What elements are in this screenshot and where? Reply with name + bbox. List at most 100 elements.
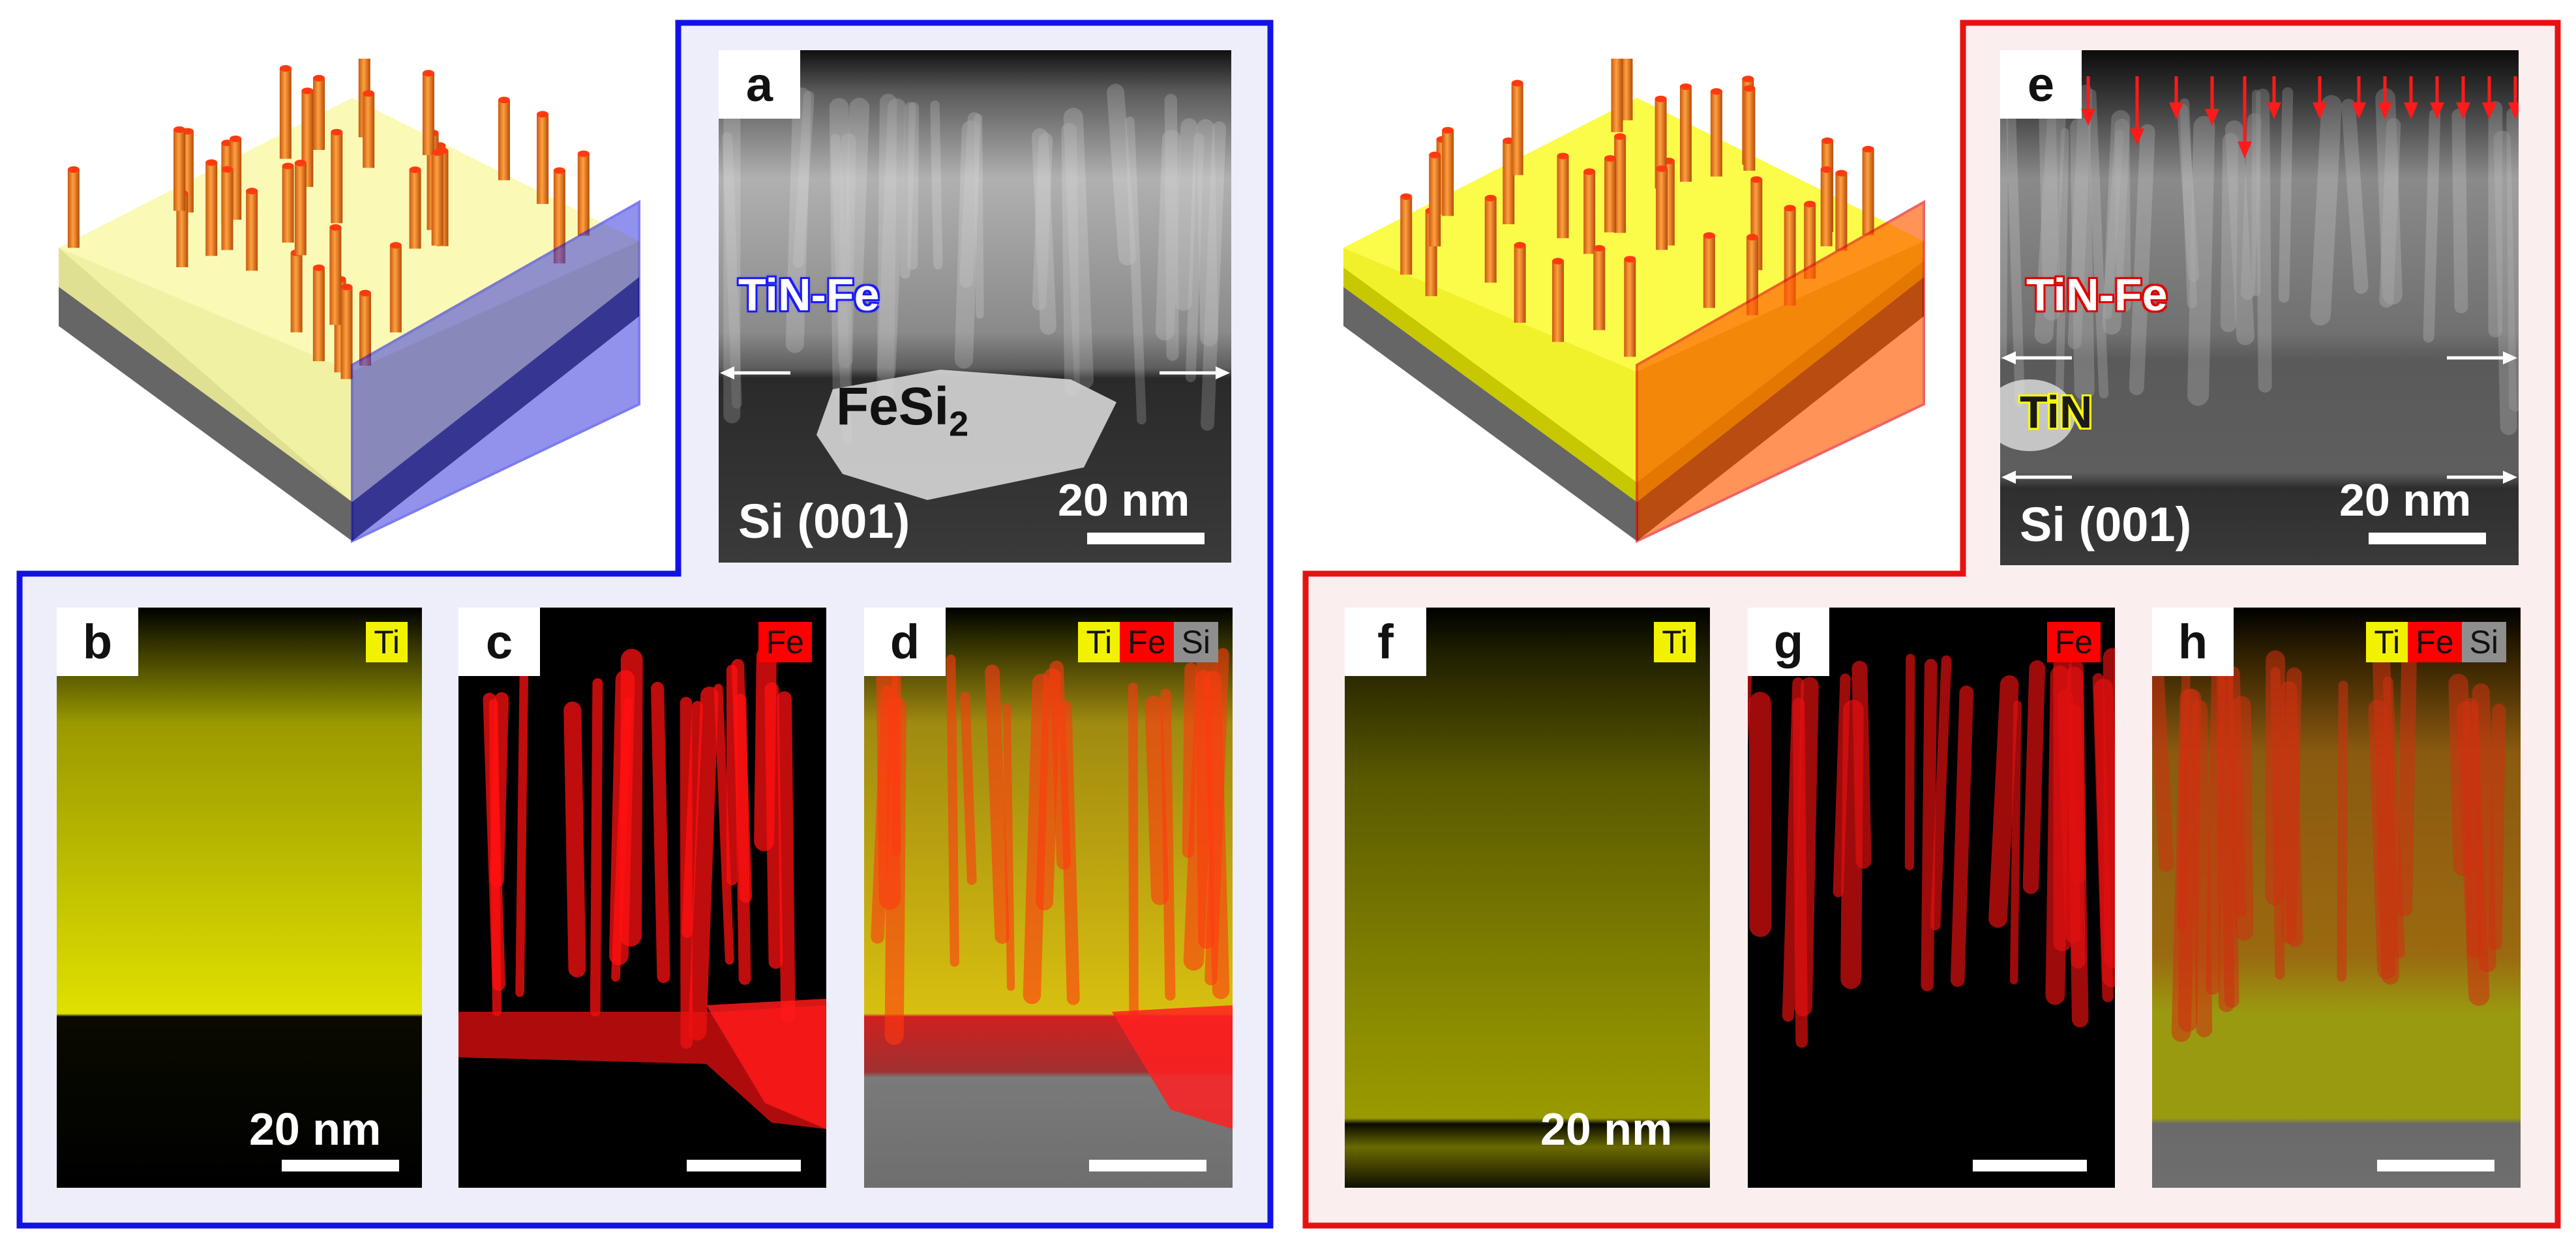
- pillar-arrow: [2238, 76, 2252, 158]
- element-legend: Fe: [758, 622, 812, 662]
- pillars-right: [1400, 59, 1874, 357]
- schematic-right: [1343, 59, 1925, 544]
- element-si: Si: [2461, 622, 2506, 662]
- element-ti: Ti: [1078, 622, 1120, 662]
- nanopillar: [1624, 256, 1636, 357]
- streak: [829, 98, 852, 400]
- streak: [563, 701, 586, 978]
- panel-letter: d: [864, 608, 946, 676]
- streak: [877, 98, 906, 382]
- nanopillar: [389, 242, 402, 332]
- schematic-left: [59, 59, 640, 544]
- pillar-arrow: [2508, 76, 2519, 119]
- panel-e-tem: e TiN-Fe TiN Si (001) 20 nm: [2000, 50, 2519, 565]
- streak: [2506, 108, 2519, 412]
- nanopillar: [313, 74, 325, 150]
- nanopillar: [67, 166, 80, 248]
- streak: [590, 678, 603, 1017]
- nanopillar: [1442, 126, 1454, 216]
- streak: [1063, 108, 1094, 390]
- nanopillar: [498, 96, 510, 181]
- element-legend: Ti: [366, 622, 408, 662]
- streak: [1988, 675, 2019, 928]
- streak: [515, 670, 529, 997]
- nanopillar: [1743, 85, 1756, 171]
- composite-map-image: [2152, 608, 2521, 1188]
- element-si: Si: [1173, 622, 1218, 662]
- pillar-arrow: [2378, 76, 2392, 119]
- streak: [2256, 88, 2272, 393]
- streak: [1201, 121, 1226, 431]
- panel-h-composite-map: h Ti Fe Si: [2152, 608, 2521, 1188]
- pillar-arrow: [2267, 76, 2281, 119]
- streak: [1125, 116, 1146, 425]
- streak: [954, 120, 981, 369]
- nanopillar: [282, 162, 294, 243]
- panel-letter: c: [458, 608, 540, 676]
- streak: [2206, 656, 2226, 995]
- nanopillar: [1820, 166, 1833, 246]
- nanopillar: [359, 289, 371, 366]
- pillars-left: [67, 59, 590, 379]
- film-label: TiN-Fe: [738, 269, 880, 320]
- streak: [2034, 106, 2067, 344]
- nanopillar: [537, 111, 549, 204]
- nanopillar: [1703, 232, 1715, 308]
- streak: [2114, 118, 2131, 313]
- streak: [2086, 89, 2109, 399]
- panel-letter: b: [57, 608, 138, 676]
- cut-plane-blue: [351, 199, 640, 544]
- nanopillar: [422, 70, 434, 155]
- streak: [764, 682, 783, 969]
- element-ti: Ti: [1654, 622, 1696, 662]
- nanopillar: [1557, 153, 1569, 239]
- interface-arrows-lower: [2000, 464, 2519, 490]
- element-fe: Fe: [1120, 622, 1174, 662]
- scale-bar: [2369, 533, 2486, 544]
- streak: [2488, 703, 2506, 950]
- streak: [792, 91, 815, 269]
- streak: [2000, 105, 2009, 360]
- streak: [884, 697, 907, 1045]
- streak: [2218, 668, 2239, 1008]
- streak: [2227, 666, 2247, 917]
- streak: [1023, 673, 1051, 1005]
- pillar-arrow: [2205, 76, 2219, 126]
- streak: [1036, 668, 1061, 911]
- substrate-label: Si (001): [2020, 497, 2192, 552]
- streak: [785, 87, 811, 353]
- interface-arrows-upper: [2000, 345, 2519, 371]
- streak: [1175, 118, 1198, 311]
- nanopillar: [290, 249, 303, 332]
- streak: [688, 686, 719, 1041]
- panel-f-ti-map: f Ti 20 nm: [1345, 608, 1710, 1188]
- streak: [488, 699, 502, 1016]
- cut-plane-red: [1636, 199, 1925, 544]
- nanopillar: [431, 149, 443, 246]
- panel-letter: h: [2152, 608, 2234, 676]
- nanopillar: [1614, 133, 1626, 233]
- streak: [2451, 108, 2468, 314]
- scale-bar: [1089, 1160, 1206, 1171]
- streak: [2070, 117, 2095, 400]
- streak: [722, 132, 742, 409]
- panel-b-ti-map: b Ti 20 nm: [57, 608, 422, 1188]
- nanopillar: [1862, 145, 1874, 235]
- streak: [1155, 130, 1181, 341]
- nanopillar: [363, 90, 375, 168]
- panel-a-tem: a TiN-Fe FeSi2 Si (001) 20 nm: [719, 50, 1231, 563]
- streak: [1792, 698, 1808, 1048]
- scale-bar: [687, 1160, 801, 1171]
- streak: [1032, 132, 1053, 310]
- scale-bar: [2377, 1160, 2494, 1171]
- streak: [1182, 662, 1197, 858]
- nanopillar: [1604, 155, 1617, 233]
- streak: [1851, 660, 1872, 869]
- nanopillar: [221, 166, 233, 250]
- streak: [1204, 671, 1230, 999]
- nanopillar: [1552, 258, 1565, 342]
- nanopillar: [1593, 244, 1606, 331]
- streak: [680, 696, 693, 1049]
- streak: [2375, 88, 2403, 305]
- streak: [1058, 700, 1080, 1005]
